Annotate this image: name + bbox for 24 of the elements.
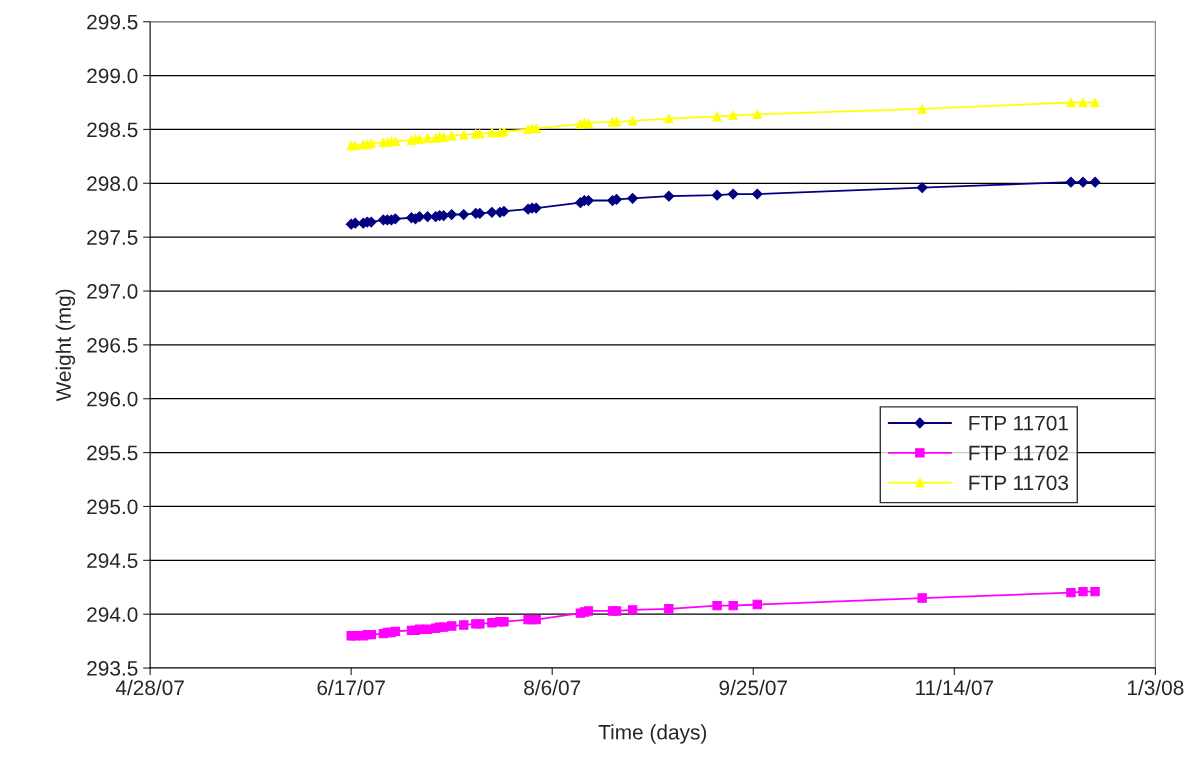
x-tick-label: 1/3/08	[1127, 679, 1184, 696]
y-tick-label: 296.5	[87, 337, 138, 353]
y-tick-label: 299.0	[87, 68, 138, 84]
y-tick-label: 297.0	[87, 284, 138, 299]
legend-label: FTP 11702	[969, 445, 1068, 461]
x-axis-title: Time (days)	[598, 724, 707, 744]
x-tick-label: 6/17/07	[317, 679, 385, 696]
x-tick-label: 4/28/07	[115, 679, 184, 696]
y-tick-label: 295.5	[87, 445, 138, 461]
y-tick-label: 297.5	[87, 230, 138, 245]
legend-label: FTP 11703	[969, 475, 1069, 491]
y-tick-label: 298.0	[87, 176, 138, 192]
legend-label: FTP 11701	[969, 415, 1068, 431]
y-tick-label: 299.5	[87, 14, 138, 30]
x-tick-label: 8/6/07	[524, 679, 581, 696]
x-tick-label: 9/25/07	[719, 679, 787, 696]
x-tick-label: 11/14/07	[916, 679, 994, 696]
y-axis-title: Weight (mg)	[55, 289, 76, 402]
y-tick-label: 298.5	[87, 122, 138, 138]
y-tick-label: 295.0	[87, 499, 138, 515]
y-tick-label: 294.5	[87, 553, 138, 569]
y-tick-label: 294.0	[87, 607, 138, 622]
y-tick-label: 293.5	[87, 661, 138, 676]
y-tick-label: 296.0	[87, 391, 138, 407]
